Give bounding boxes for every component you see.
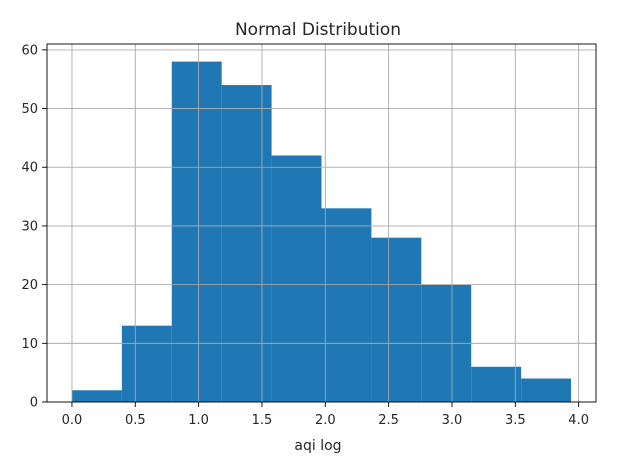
- x-tick-label: 3.5: [505, 413, 526, 428]
- axes-layer: [46, 43, 597, 403]
- plot-frame: [46, 43, 597, 403]
- histogram-bar: [221, 85, 272, 402]
- grid-overlay-layer: [47, 44, 596, 403]
- x-tick-label: 1.0: [188, 413, 209, 428]
- y-tick-label: 40: [21, 161, 38, 176]
- histogram-bar: [121, 325, 172, 402]
- histogram-bar: [271, 155, 322, 402]
- y-tick-label: 50: [21, 102, 38, 117]
- histogram-bar: [171, 61, 222, 402]
- x-axis-label: aqi log: [294, 438, 341, 454]
- x-tick-label: 2.5: [378, 413, 399, 428]
- y-tick-label: 10: [21, 337, 38, 352]
- x-tick-label: 2.0: [315, 413, 336, 428]
- y-tick-label: 60: [21, 43, 38, 58]
- chart-title: Normal Distribution: [235, 20, 401, 40]
- x-tick-label: 0.5: [125, 413, 146, 428]
- histogram-bar: [371, 237, 422, 402]
- x-tick-label: 4.0: [568, 413, 589, 428]
- x-tick-label: 3.0: [442, 413, 463, 428]
- x-tick-label: 1.5: [252, 413, 273, 428]
- histogram-bar: [71, 390, 122, 402]
- y-tick-label: 20: [21, 278, 38, 293]
- histogram-bar: [471, 366, 522, 402]
- x-tick-label: 0.0: [62, 413, 83, 428]
- y-tick-label: 30: [21, 219, 38, 234]
- histogram-bar: [521, 378, 572, 402]
- ticks-layer: 0.0 0.5 1.0 1.5 2.0 2.5 3.0 3.5 4.0 0 10 20 30 40 50 60: [21, 43, 589, 428]
- histogram-bar: [321, 208, 372, 402]
- y-tick-label: 0: [30, 396, 38, 411]
